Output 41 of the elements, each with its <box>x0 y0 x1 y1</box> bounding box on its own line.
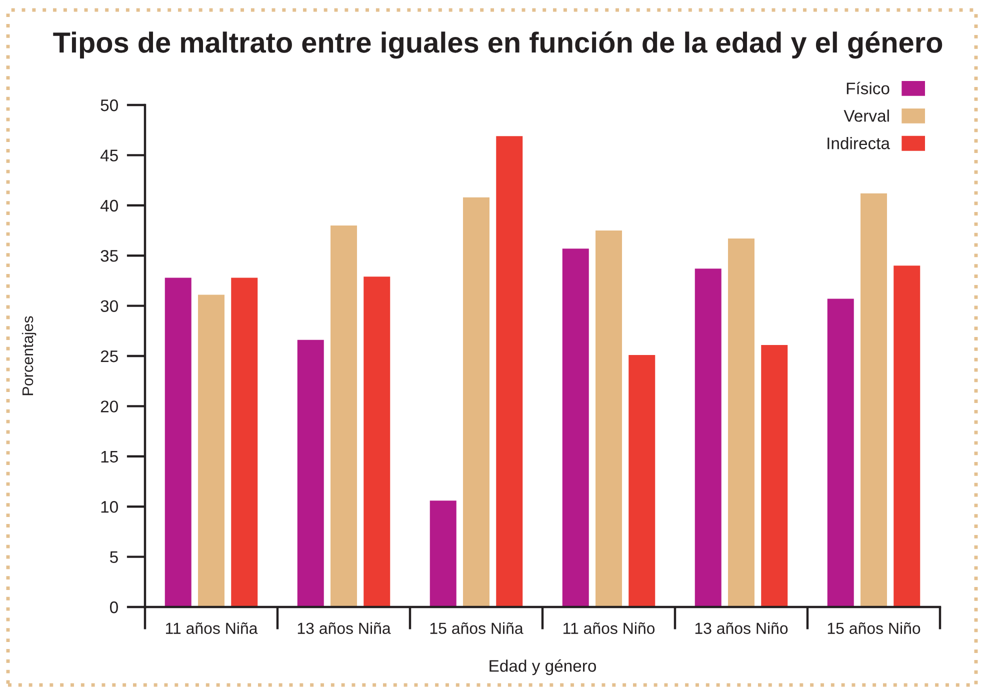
bar <box>860 193 887 607</box>
y-tick-label: 25 <box>100 350 118 362</box>
x-tick-label: 13 años Niña <box>298 622 391 634</box>
y-tick-label: 10 <box>101 501 118 513</box>
y-tick-label: 0 <box>110 601 118 614</box>
y-tick-label: 35 <box>100 250 118 262</box>
x-tick-label: 11 años Niño <box>563 622 655 634</box>
y-tick-label: 50 <box>100 99 118 112</box>
bar <box>198 294 224 607</box>
bar <box>596 230 622 607</box>
chart-title: Tipos de maltrato entre iguales en función de la edad y el género <box>53 31 942 59</box>
legend-label: Indirecta <box>828 137 890 150</box>
bar <box>761 344 788 607</box>
bar <box>728 238 754 607</box>
x-tick-label: 11 años Niña <box>166 622 258 634</box>
y-tick-label: 40 <box>100 200 118 212</box>
bar <box>694 268 722 607</box>
bar <box>562 248 589 607</box>
x-tick-label: 15 años Niño <box>828 622 920 634</box>
bar <box>628 354 656 607</box>
x-tick-label: 15 años Niña <box>430 622 524 634</box>
bar <box>827 298 854 607</box>
bar <box>894 266 920 607</box>
legend-label: Físico <box>846 82 890 94</box>
y-tick-label: 30 <box>100 300 118 312</box>
y-axis-title: Porcentajes <box>22 316 36 396</box>
y-tick-label: 15 <box>101 450 118 463</box>
legend-label: Verval <box>844 110 889 122</box>
bar <box>430 500 456 607</box>
bar <box>330 225 357 607</box>
x-axis-title: Edad y género <box>490 659 596 676</box>
bar <box>364 276 390 607</box>
x-tick-label: 13 años Niño <box>695 622 788 634</box>
y-tick-label: 5 <box>110 551 118 564</box>
bar <box>463 197 490 607</box>
bar <box>164 278 192 607</box>
bar <box>496 136 523 607</box>
bar <box>231 278 258 607</box>
y-tick-label: 45 <box>100 150 118 162</box>
y-tick-label: 20 <box>100 400 118 412</box>
bar <box>297 340 324 607</box>
